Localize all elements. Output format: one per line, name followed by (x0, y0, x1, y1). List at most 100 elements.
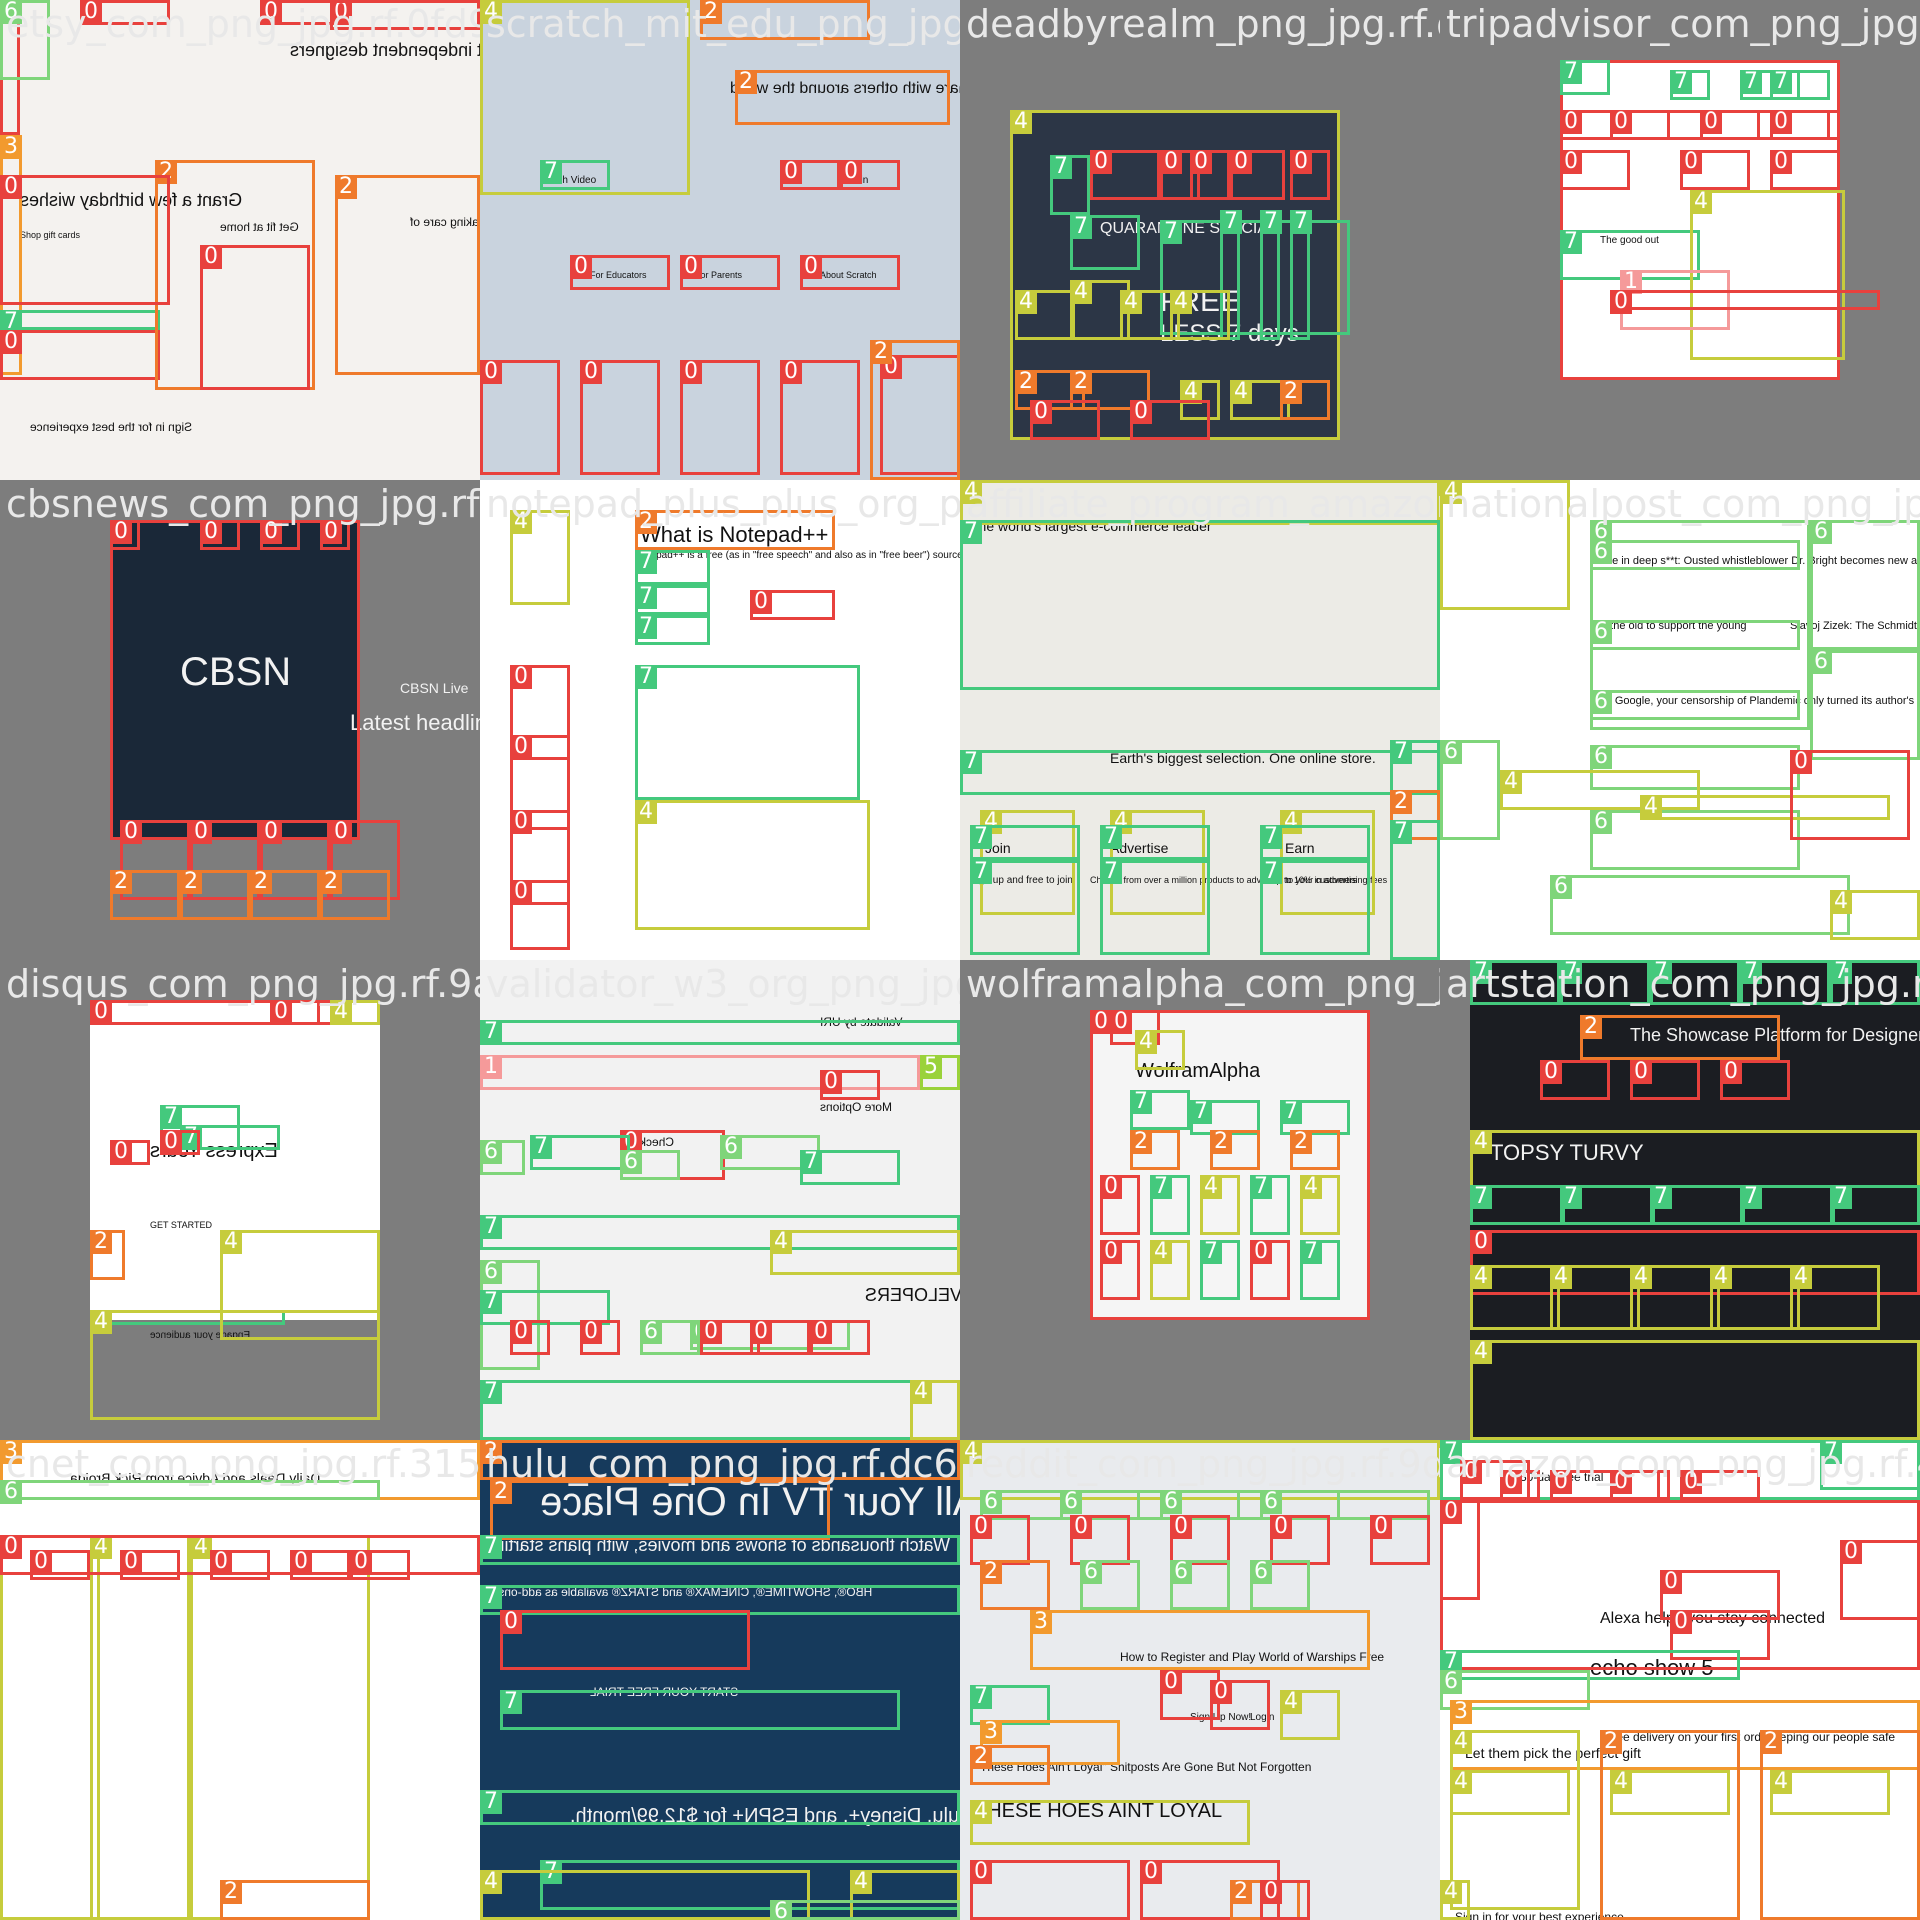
annotation-box: 0 (1660, 1570, 1780, 1620)
class-label: 7 (1260, 210, 1282, 234)
class-label: 6 (1250, 1560, 1272, 1584)
class-label: 0 (1030, 400, 1052, 424)
class-label: 2 (735, 70, 757, 94)
annotation-box: 6 (1260, 1490, 1340, 1520)
class-label: 7 (480, 1380, 502, 1404)
class-label: 4 (1010, 110, 1032, 134)
annotation-box: 7 (1670, 70, 1710, 100)
annotation-box: 7 (1560, 1185, 1655, 1225)
annotation-box: 2 (870, 340, 960, 480)
tile-filename: tripadvisor_com_png_jpg (1446, 2, 1920, 46)
annotation-box: 0 (510, 880, 570, 950)
class-label: 0 (1670, 1610, 1692, 1634)
class-label: 0 (1110, 1010, 1132, 1034)
class-label: 7 (1560, 230, 1582, 254)
screenshot-text: THESE HOES AINT LOYAL (975, 1800, 1223, 1822)
class-label: 2 (1230, 1880, 1252, 1904)
annotation-box: 4 (220, 1230, 380, 1340)
class-label: 6 (620, 1150, 642, 1174)
annotation-box: 7 (1650, 1185, 1745, 1225)
annotation-box: 4 (1470, 1340, 1920, 1440)
class-label: 3 (0, 1440, 22, 1464)
class-label: 6 (1080, 1560, 1102, 1584)
class-label: 7 (1390, 820, 1412, 844)
annotation-box: 0 (1790, 750, 1910, 840)
tile-1: Share with others around the worldJoinWa… (480, 0, 960, 480)
annotation-box: 0 (780, 360, 860, 475)
class-label: 7 (1560, 60, 1582, 84)
tile-2: QUARANTINE SPECIAL FREE LESS 7 days 4 7 0 0 0 0 0… (960, 0, 1440, 480)
annotation-box: 6 (770, 1900, 960, 1920)
annotation-box: 5 (920, 1055, 960, 1090)
annotation-box: 7 (800, 1150, 900, 1185)
annotation-box: 7 (1250, 1175, 1290, 1235)
annotation-box: 6 (640, 1320, 700, 1355)
annotation-box: 6 (1060, 1490, 1140, 1520)
annotation-box: 7 (635, 665, 860, 800)
class-label: 7 (1260, 860, 1282, 884)
class-label: 0 (1560, 110, 1582, 134)
class-label: 0 (200, 520, 222, 544)
annotation-box: 7 (480, 1215, 960, 1250)
annotation-box: 0 (1090, 150, 1160, 200)
class-label: 0 (1100, 1240, 1122, 1264)
annotation-box: 7 (480, 1290, 610, 1325)
class-label: 0 (0, 1535, 22, 1559)
class-label: 6 (1550, 875, 1572, 899)
annotation-box: 2 (1280, 380, 1330, 420)
annotation-box: 4 (1770, 1770, 1890, 1815)
class-label: 6 (1060, 1490, 1082, 1514)
class-label: 0 (510, 665, 532, 689)
class-label: 6 (1590, 540, 1612, 564)
class-label: 4 (1150, 1240, 1172, 1264)
annotation-box: 2 (1290, 1130, 1340, 1170)
class-label: 7 (970, 860, 992, 884)
class-label: 1 (480, 1055, 502, 1079)
screenshot-text: Latest headlines on CBSN (350, 710, 480, 735)
class-label: 7 (480, 1585, 502, 1609)
class-label: 0 (750, 590, 772, 614)
screenshot-text: Choose from over a million products to a… (1090, 875, 1358, 885)
annotation-box: 0 (1140, 1860, 1280, 1920)
class-label: 7 (1470, 960, 1492, 984)
class-label: 0 (1680, 1470, 1702, 1494)
class-label: 3 (980, 1720, 1002, 1744)
class-label: 0 (1170, 1515, 1192, 1539)
class-label: 4 (1470, 1130, 1492, 1154)
class-label: 3 (1030, 1610, 1052, 1634)
annotation-box: 0 (1560, 150, 1630, 190)
class-label: 7 (1130, 1090, 1152, 1114)
class-label: 4 (190, 1535, 212, 1559)
tile-7: We're in deep s**t: Ousted whistleblower… (1440, 480, 1920, 960)
tile-12: Daily Deals and Advice from Rick BroidaH… (0, 1440, 480, 1920)
annotation-box: 2 (90, 1230, 125, 1280)
annotation-box: 4 (1690, 190, 1845, 360)
class-label: 7 (1300, 1240, 1322, 1264)
annotation-box: 0 (510, 665, 570, 760)
screenshot-text: CBSN (180, 650, 292, 694)
annotation-box: 3 (980, 1720, 1120, 1765)
class-label: 0 (1770, 150, 1792, 174)
annotation-box: 7 (1470, 1185, 1565, 1225)
annotation-box: 0 (270, 1000, 320, 1025)
annotation-box: 6 (1590, 620, 1800, 650)
class-label: 0 (110, 520, 132, 544)
annotation-box: 0 (1680, 1470, 1760, 1500)
annotation-box: 3 (1030, 1610, 1370, 1670)
tile-11: The Showcase Platform for Designers TOPSY… (1440, 960, 1920, 1440)
annotation-box: 0 (30, 1550, 90, 1580)
annotation-box: 4 (1280, 1690, 1340, 1740)
class-label: 7 (635, 585, 657, 609)
class-label: 3 (1450, 1700, 1472, 1724)
class-label: 0 (1840, 1540, 1862, 1564)
annotation-box: 4 (1550, 1265, 1640, 1330)
annotation-box: 0 (120, 1550, 180, 1580)
annotation-box: 0 (330, 820, 400, 900)
class-label: 0 (800, 255, 822, 279)
annotation-box: 4 (90, 1310, 380, 1420)
annotation-box: 0 (120, 820, 190, 900)
class-label: 6 (1170, 1560, 1192, 1584)
annotation-box: 6 (1590, 810, 1800, 870)
class-label: 7 (480, 1790, 502, 1814)
annotation-box: 6 (1810, 520, 1920, 650)
